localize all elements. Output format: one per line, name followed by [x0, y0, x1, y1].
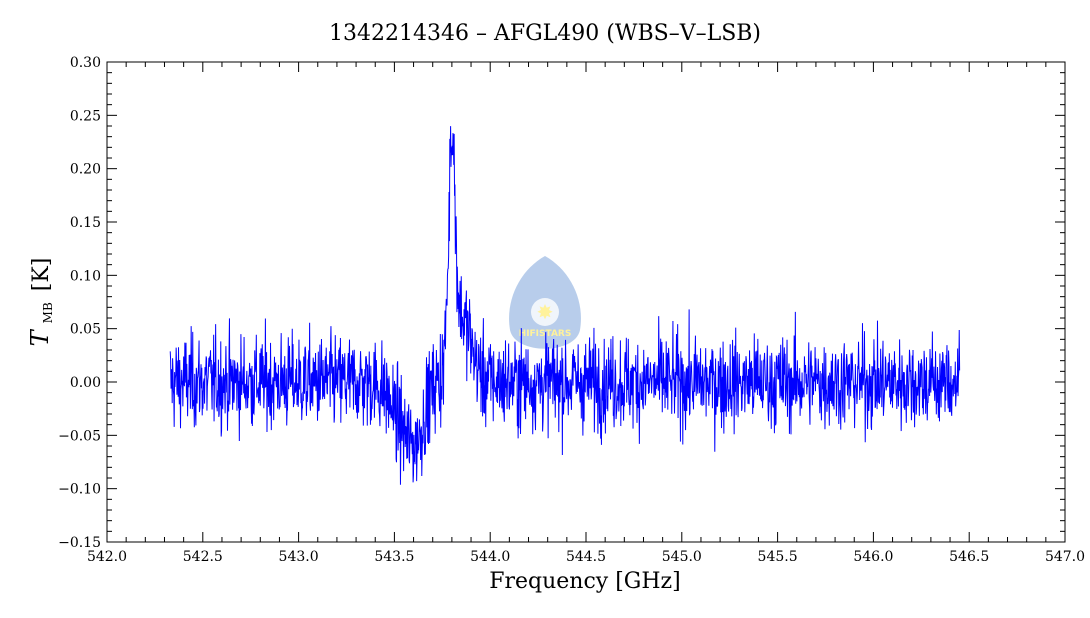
y-axis-label-unit: [K]	[29, 258, 54, 292]
x-axis-label: Frequency [GHz]	[489, 569, 681, 594]
x-tick-label: 547.0	[1045, 549, 1085, 565]
axes: 542.0 542.5 543.0 543.5 544.0 544.5 545.0 545.5…	[58, 55, 1085, 565]
y-axis-label-symbol: T	[26, 328, 54, 346]
y-tick-label: 0.25	[70, 108, 101, 124]
x-tick-label: 543.0	[279, 549, 319, 565]
hifistars-logo-watermark: ✸ HIFISTARS	[509, 256, 581, 349]
y-tick-label: 0.20	[70, 162, 101, 178]
y-tick-label: −0.10	[58, 482, 101, 498]
watermark-label: HIFISTARS	[519, 329, 572, 339]
plot-area	[169, 126, 961, 485]
y-tick-label: −0.05	[58, 428, 101, 444]
x-tick-label: 542.5	[183, 549, 223, 565]
y-tick-label: 0.00	[70, 375, 101, 391]
y-tick-label: 0.10	[70, 268, 101, 284]
x-tick-label: 542.0	[87, 549, 127, 565]
plot-frame	[106, 61, 1066, 543]
y-axis-label-subscript: MB	[41, 302, 55, 323]
chart-title: 1342214346 – AFGL490 (WBS–V–LSB)	[329, 21, 761, 46]
watermark-star-icon: ✸	[537, 300, 554, 324]
y-tick-label: 0.30	[70, 55, 101, 71]
spectrum-line	[169, 126, 961, 485]
x-tick-label: 545.0	[662, 549, 702, 565]
x-tick-label: 546.0	[853, 549, 893, 565]
watermark-star-glow	[531, 298, 559, 326]
watermark-drop-shape	[509, 256, 581, 349]
y-tick-label: 0.05	[70, 322, 101, 338]
x-tick-label: 545.5	[758, 549, 798, 565]
x-tick-label: 543.5	[374, 549, 414, 565]
x-tick-label: 544.5	[566, 549, 606, 565]
x-tick-label: 546.5	[949, 549, 989, 565]
y-axis-label: T MB [K]	[26, 258, 58, 347]
y-tick-label: −0.15	[58, 535, 101, 551]
x-tick-label: 544.0	[470, 549, 510, 565]
y-tick-label: 0.15	[70, 215, 101, 231]
svg-text:T MB [K]: T MB [K]	[26, 258, 58, 347]
